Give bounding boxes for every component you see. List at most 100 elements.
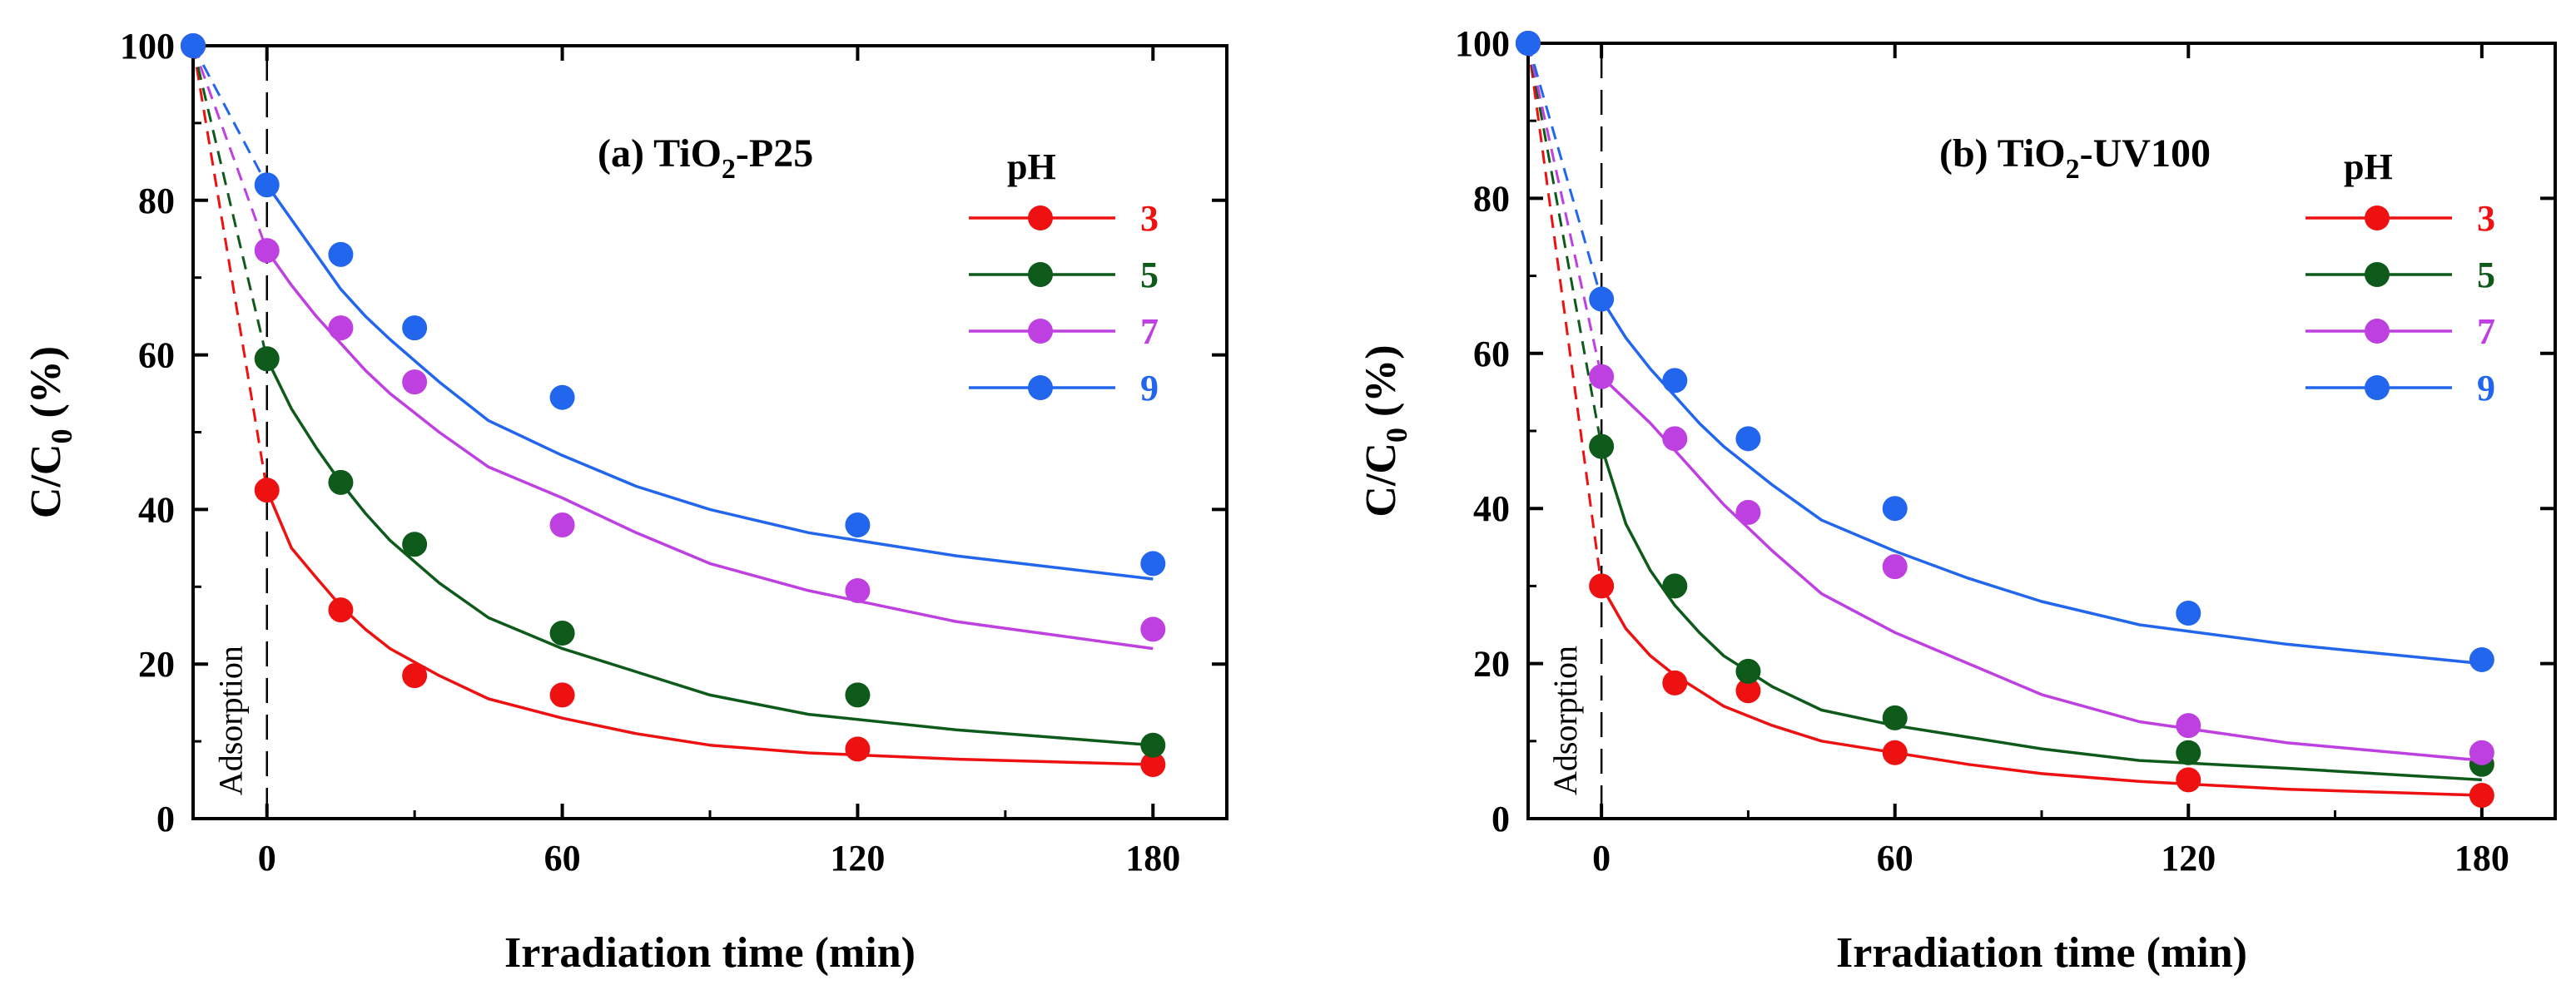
panel-title-main: (b) TiO — [1939, 131, 2066, 176]
legend-title: pH — [2344, 146, 2393, 187]
legend-label: 9 — [2477, 368, 2495, 408]
adsorption-dashed-line — [191, 45, 269, 359]
series-ph-9 — [1516, 31, 2494, 672]
data-point — [845, 512, 871, 537]
data-point — [1516, 31, 1541, 56]
data-point — [1140, 616, 1166, 642]
data-point — [2469, 646, 2494, 672]
data-point — [549, 682, 575, 708]
y-axis-title-tail: (%) — [22, 346, 70, 429]
y-axis-title-main: C/C — [22, 444, 70, 519]
y-axis-title-subscript: 0 — [45, 429, 78, 444]
y-tick-label: 20 — [138, 644, 175, 685]
data-point — [1662, 670, 1688, 696]
data-point — [845, 682, 871, 708]
data-point — [1662, 573, 1688, 599]
legend-marker — [1028, 262, 1053, 287]
data-point — [328, 241, 354, 267]
adsorption-dashed-line — [191, 45, 269, 251]
data-point — [549, 512, 575, 537]
legend-label: 3 — [2477, 198, 2495, 239]
data-point — [1589, 364, 1615, 389]
fit-curve — [266, 489, 1154, 766]
legend-title: pH — [1007, 146, 1056, 187]
y-tick-label: 80 — [138, 181, 175, 221]
adsorption-dashed-line — [1526, 42, 1603, 299]
x-tick-label: 0 — [258, 838, 276, 879]
fit-curve — [1600, 375, 2483, 762]
series-ph-7 — [181, 33, 1166, 651]
legend-marker — [2365, 262, 2390, 287]
data-point — [1882, 554, 1908, 580]
data-point — [402, 369, 428, 395]
x-axis-title: Irradiation time (min) — [504, 929, 916, 977]
data-point — [2469, 783, 2494, 809]
y-tick-label: 0 — [156, 799, 175, 839]
y-tick-label: 60 — [138, 335, 175, 376]
legend-marker — [1028, 205, 1053, 230]
data-point — [2176, 767, 2201, 793]
data-point — [328, 315, 354, 341]
x-tick-label: 0 — [1592, 838, 1611, 879]
data-point — [1735, 678, 1761, 704]
adsorption-dashed-line — [1526, 42, 1603, 587]
legend-label: 3 — [1140, 198, 1159, 239]
adsorption-dashed-line — [191, 45, 269, 186]
y-axis-title-subscript: 0 — [1380, 428, 1413, 443]
data-point — [1882, 740, 1908, 765]
data-point — [845, 736, 871, 762]
x-tick-label: 60 — [544, 838, 581, 879]
fit-curve — [266, 250, 1154, 651]
legend-marker — [2365, 205, 2390, 230]
fit-curve — [266, 358, 1154, 747]
fit-curve — [1600, 298, 2483, 666]
fit-curve — [1600, 446, 2483, 782]
legend-label: 7 — [2477, 311, 2495, 352]
data-point — [549, 621, 575, 646]
y-tick-label: 40 — [1473, 488, 1510, 529]
x-axis-title: Irradiation time (min) — [1836, 929, 2247, 977]
panel-title-subscript: 2 — [2066, 154, 2080, 185]
x-tick-label: 60 — [1877, 838, 1913, 879]
adsorption-dashed-line — [1526, 42, 1603, 378]
y-tick-label: 80 — [1473, 178, 1510, 219]
data-point — [1140, 551, 1166, 577]
data-point — [1662, 426, 1688, 452]
data-point — [254, 172, 280, 198]
data-point — [1735, 658, 1761, 684]
series-ph-3 — [1516, 31, 2494, 809]
data-point — [1589, 286, 1615, 312]
x-tick-label: 180 — [2454, 838, 2509, 879]
data-point — [328, 597, 354, 623]
data-point — [2469, 740, 2494, 765]
adsorption-dashed-line — [1526, 42, 1603, 447]
panel-title-tail: -P25 — [736, 131, 813, 176]
y-tick-label: 100 — [1455, 23, 1510, 64]
adsorption-dashed-line — [191, 45, 269, 491]
legend-marker — [1028, 319, 1053, 344]
legend-marker — [1028, 375, 1053, 400]
series-ph-9 — [181, 33, 1166, 581]
x-tick-label: 180 — [1125, 838, 1180, 879]
legend-label: 9 — [1140, 368, 1159, 408]
data-point — [2176, 740, 2201, 765]
legend-label: 7 — [1140, 311, 1159, 352]
data-point — [1589, 573, 1615, 599]
panel-title-tail: -UV100 — [2080, 131, 2211, 176]
y-tick-label: 20 — [1473, 644, 1510, 685]
data-point — [2176, 713, 2201, 739]
data-point — [328, 469, 354, 495]
x-tick-label: 120 — [2161, 838, 2216, 879]
y-axis-title-tail: (%) — [1357, 344, 1405, 428]
panel-title-main: (a) TiO — [598, 131, 722, 176]
data-point — [549, 384, 575, 410]
fit-curve — [1600, 585, 2482, 797]
data-point — [254, 346, 280, 372]
legend-label: 5 — [2477, 255, 2495, 295]
data-point — [1735, 426, 1761, 452]
data-point — [1589, 433, 1615, 459]
legend-marker — [2365, 319, 2390, 344]
y-tick-label: 0 — [1491, 799, 1510, 839]
